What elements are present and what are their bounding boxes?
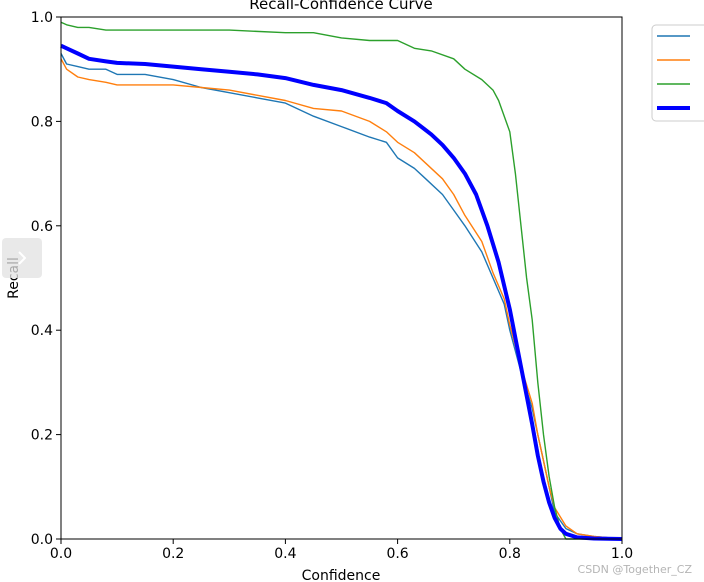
x-tick-label: 0.2 [162, 546, 184, 562]
x-tick-label: 0.8 [499, 546, 521, 562]
y-tick-label: 0.0 [31, 532, 53, 548]
chevron-right-icon [18, 251, 26, 265]
y-tick-label: 0.2 [31, 428, 53, 444]
watermark: CSDN @Together_CZ [577, 563, 692, 576]
y-tick-label: 0.4 [31, 323, 53, 339]
x-tick-label: 1.0 [611, 546, 633, 562]
legend [651, 24, 704, 122]
x-axis: 0.0 0.2 0.4 0.6 0.8 1.0 [50, 539, 633, 562]
side-panel-handle[interactable] [2, 238, 42, 278]
y-tick-label: 0.8 [31, 114, 53, 130]
series-line-4 [60, 43, 623, 541]
y-tick-label: 0.6 [31, 219, 53, 235]
legend-box [651, 24, 704, 122]
x-tick-label: 0.0 [50, 546, 72, 562]
y-tick-label: 1.0 [31, 10, 53, 26]
plot-area [60, 16, 623, 540]
series-line-2 [60, 58, 623, 540]
x-axis-label: Confidence [302, 568, 381, 582]
y-axis: 0.0 0.2 0.4 0.6 0.8 1.0 [31, 10, 61, 548]
series-line-1 [60, 53, 623, 540]
x-tick-label: 0.6 [386, 546, 408, 562]
x-tick-label: 0.4 [274, 546, 296, 562]
chart-title: Recall-Confidence Curve [249, 0, 433, 13]
curves [60, 21, 623, 541]
series-line-3 [60, 21, 622, 540]
